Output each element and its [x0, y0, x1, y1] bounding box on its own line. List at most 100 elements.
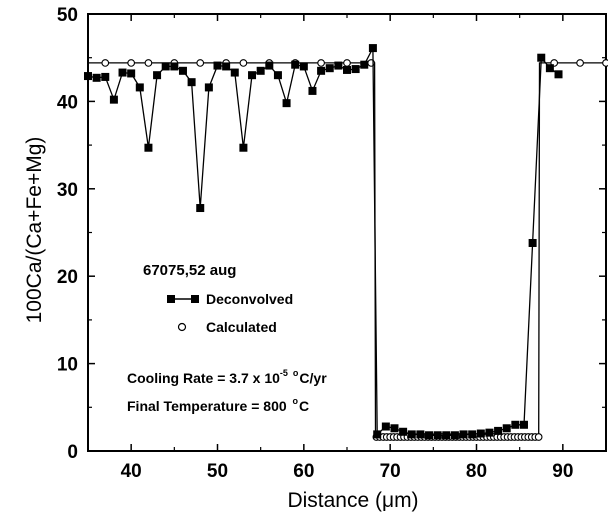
legend-deconvolved-label: Deconvolved	[206, 291, 293, 307]
deconvolved-point	[101, 72, 110, 81]
deconvolved-point	[381, 422, 390, 431]
deconvolved-point	[248, 71, 257, 80]
deconvolved-point	[273, 71, 282, 80]
deconvolved-point	[222, 62, 231, 71]
legend-calculated-marker	[177, 322, 187, 332]
deconvolved-point	[153, 71, 162, 80]
sample-label: 67075,52 aug	[143, 262, 236, 279]
cooling-rate-annotation: Cooling Rate = 3.7 x 10-5 oC/yr	[127, 368, 327, 386]
y-axis: 0 10 20 30 40 50	[57, 5, 606, 463]
deconvolved-point	[92, 73, 101, 82]
x-tick-label: 90	[552, 461, 573, 482]
deconvolved-point	[256, 66, 265, 75]
deconvolved-point	[317, 66, 326, 75]
deconvolved-point	[127, 69, 136, 78]
deconvolved-point	[407, 430, 416, 439]
cooling-rate-prefix: Cooling Rate = 3.7 x 10	[127, 370, 280, 386]
x-axis: 40 50 60 70 80 90	[87, 14, 607, 482]
deconvolved-point	[351, 65, 360, 74]
deconvolved-point	[109, 95, 118, 104]
deconvolved-point	[144, 143, 153, 152]
calculated-point	[534, 433, 543, 441]
legend-deconvolved-marker-left	[167, 295, 175, 303]
calculated-point	[576, 59, 584, 67]
cooling-rate-degree: o	[293, 368, 299, 378]
deconvolved-point	[135, 83, 144, 92]
final-temperature-prefix: Final Temperature = 800	[127, 398, 291, 414]
y-axis-title: 100Ca/(Ca+Fe+Mg)	[23, 137, 46, 324]
y-tick-label: 40	[57, 92, 78, 113]
y-tick-label: 10	[57, 355, 78, 376]
x-axis-title: Distance (μm)	[287, 489, 418, 512]
deconvolved-point	[170, 62, 179, 71]
deconvolved-point	[476, 429, 485, 438]
deconvolved-point	[537, 53, 546, 62]
cooling-rate-unit: C/yr	[299, 370, 327, 386]
deconvolved-point	[459, 430, 468, 439]
y-tick-label: 20	[57, 267, 78, 288]
final-temperature-degree: o	[293, 396, 299, 406]
deconvolved-point	[196, 204, 205, 213]
deconvolved-point	[265, 61, 274, 70]
final-temperature-annotation: Final Temperature = 800 oC	[127, 396, 309, 414]
deconvolved-point	[343, 65, 351, 74]
deconvolved-point	[519, 420, 528, 429]
deconvolved-point	[373, 430, 382, 439]
calculated-point	[101, 59, 110, 67]
legend-calculated-label: Calculated	[206, 319, 277, 335]
deconvolved-point	[545, 64, 554, 73]
deconvolved-point	[161, 62, 170, 71]
x-tick-label: 70	[380, 461, 401, 482]
deconvolved-point	[291, 60, 300, 69]
x-tick-label: 60	[293, 461, 314, 482]
deconvolved-point	[230, 68, 239, 77]
calculated-point	[196, 59, 205, 67]
calculated-point	[144, 59, 153, 67]
x-tick-label: 40	[121, 461, 142, 482]
cooling-rate-exponent: -5	[280, 368, 288, 378]
deconvolved-point	[425, 431, 434, 440]
deconvolved-point	[442, 431, 451, 440]
legend: Deconvolved Calculated	[167, 291, 293, 335]
deconvolved-point	[325, 64, 334, 73]
deconvolved-point	[511, 420, 520, 429]
calculated-point	[317, 59, 325, 67]
deconvolved-point	[468, 430, 477, 439]
deconvolved-point	[308, 86, 317, 95]
deconvolved-point	[118, 68, 127, 77]
deconvolved-point	[528, 238, 537, 247]
deconvolved-point	[502, 424, 511, 433]
deconvolved-point	[213, 61, 222, 70]
final-temperature-unit: C	[299, 398, 309, 414]
calculated-point	[127, 59, 136, 67]
deconvolved-point	[554, 70, 563, 79]
deconvolved-point	[204, 83, 213, 92]
deconvolved-point	[334, 61, 343, 70]
x-tick-label: 50	[207, 461, 228, 482]
calculated-point	[239, 59, 248, 67]
deconvolved-point	[494, 426, 503, 435]
deconvolved-point	[416, 430, 425, 439]
calculated-point	[602, 59, 608, 67]
deconvolved-point	[239, 143, 248, 152]
deconvolved-point	[187, 78, 196, 87]
deconvolved-point	[485, 428, 494, 437]
deconvolved-point	[450, 431, 459, 440]
series-deconvolved	[84, 44, 563, 440]
deconvolved-point	[178, 66, 187, 75]
deconvolved-point	[360, 60, 369, 69]
y-tick-label: 30	[57, 180, 78, 201]
x-tick-label: 80	[466, 461, 487, 482]
legend-deconvolved-marker-right	[191, 295, 199, 303]
y-tick-label: 50	[57, 5, 78, 26]
calculated-point	[343, 59, 351, 67]
deconvolved-point	[282, 99, 291, 108]
y-tick-label: 0	[67, 442, 78, 463]
deconvolved-point	[84, 72, 92, 81]
deconvolved-point	[368, 44, 377, 53]
deconvolved-point	[299, 62, 308, 71]
deconvolved-point	[433, 431, 442, 440]
deconvolved-point	[399, 427, 408, 436]
